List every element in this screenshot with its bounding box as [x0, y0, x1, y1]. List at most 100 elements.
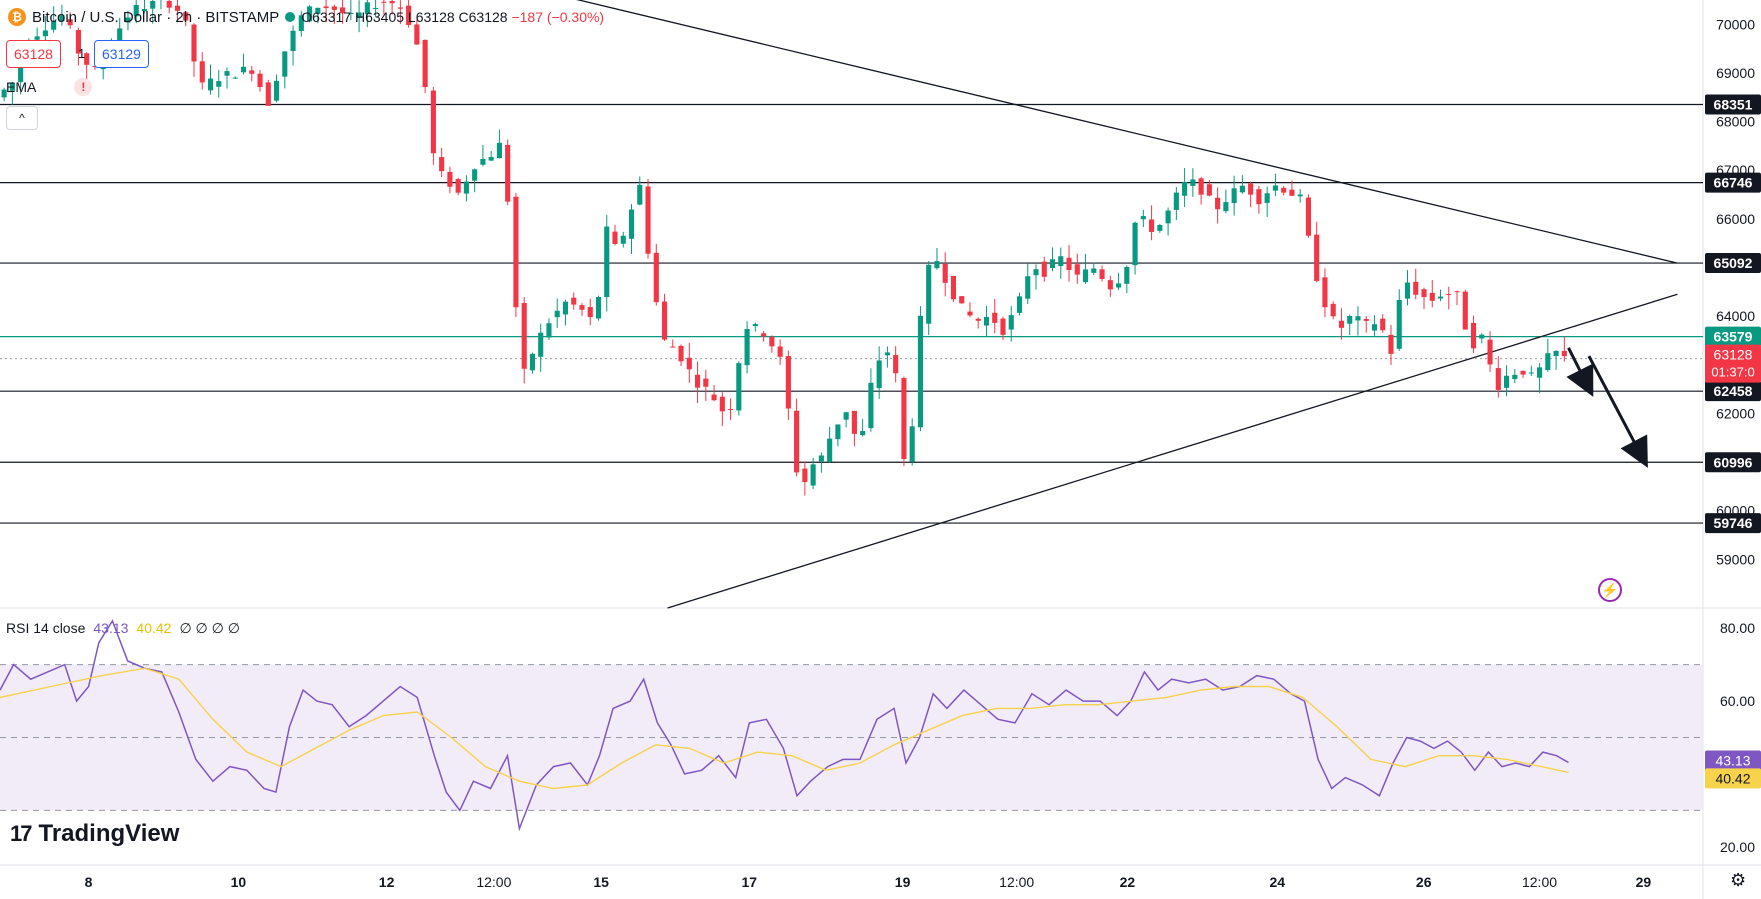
rsi-line: [0, 619, 1569, 832]
candle-body: [133, 4, 139, 17]
price-axis-tick: 66000: [1716, 211, 1755, 227]
candle-body: [604, 226, 610, 298]
candle-body: [1239, 185, 1245, 193]
rsi-legend[interactable]: RSI 14 close 43.13 40.42 ∅ ∅ ∅ ∅: [6, 620, 240, 637]
candle-body: [810, 464, 816, 486]
chevron-up-icon: ^: [19, 111, 25, 125]
collapse-legend-button[interactable]: ^: [6, 106, 38, 130]
candle-body: [1338, 320, 1345, 328]
candle-body: [75, 29, 81, 54]
candle-body: [1462, 291, 1468, 330]
tradingview-logo[interactable]: 17 TradingView: [10, 820, 179, 848]
candle-body: [1347, 315, 1353, 324]
candle-body: [1553, 350, 1559, 357]
candle-body: [595, 297, 602, 319]
time-axis-tick: 17: [742, 874, 758, 890]
candle-body: [843, 412, 849, 420]
candle-body: [1, 89, 7, 98]
level-label-box: [1705, 513, 1761, 534]
symbol-title[interactable]: Bitcoin / U.S. Dollar · 2h · BITSTAMP: [32, 8, 280, 26]
candle-body: [290, 30, 296, 51]
price-axis-tick: 70000: [1716, 16, 1755, 32]
candle-body: [835, 424, 841, 440]
candle-body: [893, 355, 899, 374]
rsi-value-label: 43.13: [1715, 753, 1750, 769]
gear-icon[interactable]: ⚙: [1730, 870, 1747, 890]
candle-body: [909, 426, 915, 462]
candle-body: [240, 66, 247, 73]
candle-body: [1322, 277, 1328, 308]
buy-price-button[interactable]: 63129: [94, 40, 149, 68]
candle-body: [1041, 261, 1047, 277]
time-axis-tick: 15: [593, 874, 609, 890]
candle-body: [455, 179, 461, 193]
price-axis-tick: 59000: [1716, 551, 1755, 567]
candle-body: [1297, 194, 1303, 197]
candle-body: [51, 21, 57, 30]
candle-body: [554, 310, 560, 318]
candle-body: [422, 39, 428, 88]
candle-body: [736, 363, 742, 411]
candle-body: [323, 6, 329, 9]
candle-body: [1025, 276, 1031, 299]
candle-body: [818, 455, 824, 462]
candle-body: [389, 1, 395, 4]
symbol-header[interactable]: ₿ Bitcoin / U.S. Dollar · 2h · BITSTAMP …: [0, 0, 604, 34]
rsi-axis-tick: 20.00: [1720, 839, 1755, 855]
candle-body: [1454, 291, 1460, 293]
candle-body: [298, 15, 304, 31]
candle-body: [1388, 334, 1394, 354]
candle-body: [983, 316, 990, 326]
candle-body: [1190, 179, 1196, 186]
forecast-arrow: [1587, 355, 1648, 468]
candle-body: [1437, 296, 1444, 299]
level-label-box: [1705, 172, 1761, 193]
current-price-box: [1705, 344, 1761, 383]
candle-body: [1206, 184, 1212, 196]
candle-body: [802, 468, 808, 483]
candle-body: [686, 357, 692, 370]
ema-indicator-legend[interactable]: EMA !: [6, 78, 93, 96]
candle-body: [538, 332, 544, 357]
candle-body: [1182, 182, 1188, 196]
rsi-axis-tick: 60.00: [1720, 693, 1755, 709]
candle-body: [1033, 269, 1039, 276]
sell-price-button[interactable]: 63128: [6, 40, 61, 68]
level-label: 60996: [1714, 454, 1753, 470]
candle-body: [174, 5, 181, 11]
warning-icon[interactable]: !: [74, 78, 93, 96]
price-axis-tick: 69000: [1716, 65, 1755, 81]
candle-body: [125, 17, 131, 23]
candle-body: [785, 356, 791, 409]
lightning-icon[interactable]: ⚡: [1598, 578, 1622, 602]
price-axis-tick: 68000: [1716, 114, 1755, 130]
time-axis-tick: 22: [1120, 874, 1136, 890]
candle-body: [1223, 202, 1229, 212]
candle-body: [1215, 197, 1221, 210]
candle-body: [265, 82, 271, 106]
candle-body: [249, 70, 255, 74]
candle-body: [232, 77, 238, 79]
candle-body: [315, 7, 321, 14]
candle-body: [719, 396, 725, 412]
candle-body: [851, 410, 857, 434]
candle-body: [1404, 282, 1411, 299]
candle-body: [1479, 334, 1485, 339]
price-axis-tick: 64000: [1716, 308, 1755, 324]
candle-body: [1016, 296, 1023, 313]
candle-body: [521, 303, 527, 369]
candle-body: [728, 408, 734, 410]
ema-label: EMA: [6, 79, 37, 95]
rsi-extra-values: ∅ ∅ ∅ ∅: [179, 620, 240, 636]
rsi-axis-tick: 80.00: [1720, 620, 1755, 636]
tradingview-logo-text: TradingView: [38, 820, 180, 847]
candle-body: [761, 333, 767, 337]
candle-body: [1066, 257, 1072, 271]
candle-body: [1008, 315, 1014, 330]
candle-body: [1058, 256, 1064, 267]
candle-body: [34, 36, 40, 40]
candle-body: [752, 324, 758, 327]
candle-body: [1000, 318, 1006, 335]
candle-body: [769, 336, 775, 347]
